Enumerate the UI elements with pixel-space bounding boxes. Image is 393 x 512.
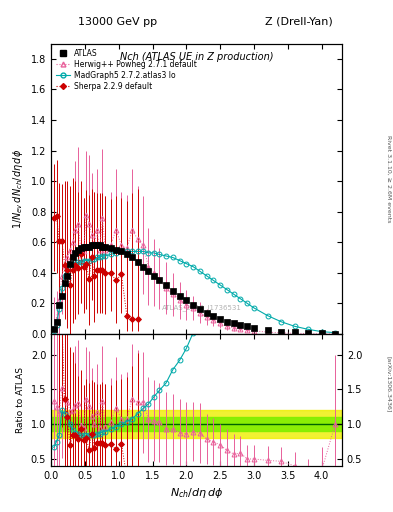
Text: 13000 GeV pp: 13000 GeV pp — [78, 16, 158, 27]
X-axis label: $N_{ch}/d\eta\,d\phi$: $N_{ch}/d\eta\,d\phi$ — [170, 486, 223, 500]
Text: ATLAS_2019_I1736531: ATLAS_2019_I1736531 — [162, 304, 242, 311]
Y-axis label: Ratio to ATLAS: Ratio to ATLAS — [16, 367, 25, 433]
Text: Rivet 3.1.10, ≥ 2.6M events: Rivet 3.1.10, ≥ 2.6M events — [386, 136, 391, 223]
Text: Z (Drell-Yan): Z (Drell-Yan) — [265, 16, 332, 27]
Y-axis label: $1/N_{ev}\,dN_{ch}/d\eta\,d\phi$: $1/N_{ev}\,dN_{ch}/d\eta\,d\phi$ — [11, 148, 25, 229]
Text: Nch (ATLAS UE in Z production): Nch (ATLAS UE in Z production) — [120, 52, 273, 62]
Text: [arXiv:1306.3436]: [arXiv:1306.3436] — [386, 356, 391, 412]
Legend: ATLAS, Herwig++ Powheg 2.7.1 default, MadGraph5 2.7.2.atlas3 lo, Sherpa 2.2.9 de: ATLAS, Herwig++ Powheg 2.7.1 default, Ma… — [53, 46, 200, 94]
